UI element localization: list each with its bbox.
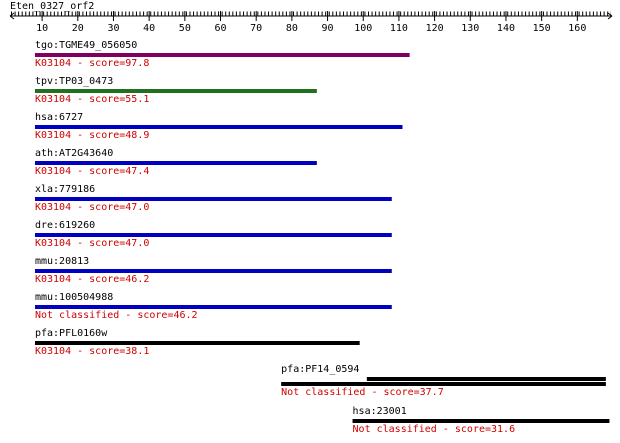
hit-score: K03104 - score=48.9 [35,130,149,141]
x-tick-label: 110 [390,23,408,34]
hit-score: Not classified - score=37.7 [281,387,444,398]
x-tick-label: 140 [497,23,515,34]
axis-arrows [9,12,613,20]
alignment-bar [34,53,410,57]
hit-name: tgo:TGME49_056050 [35,40,137,51]
alignment-bar [281,382,606,386]
alignment-bar [34,161,317,165]
x-tick-label: 130 [461,23,479,34]
hit-score: K03104 - score=46.2 [35,274,149,285]
x-tick-label: 60 [214,23,226,34]
x-tick-label: 70 [250,23,262,34]
alignment-bar [366,377,606,381]
alignment-bar [34,233,392,237]
alignment-bar [34,341,360,345]
hit-score: Not classified - score=46.2 [35,310,198,321]
hit-score: Not classified - score=31.6 [353,424,516,435]
x-tick-label: 90 [322,23,334,34]
hit-score: K03104 - score=47.0 [35,238,149,249]
alignment-bar [352,419,610,423]
hit-score: K03104 - score=55.1 [35,94,149,105]
hit-name: dre:619260 [35,220,95,231]
hit-name: mmu:20813 [35,256,89,267]
x-tick-label: 120 [426,23,444,34]
alignment-bar [34,125,403,129]
x-tick-label: 80 [286,23,298,34]
x-tick-label: 20 [72,23,84,34]
x-tick-label: 160 [568,23,586,34]
hit-name: ath:AT2G43640 [35,148,113,159]
x-tick-label: 10 [36,23,48,34]
hit-score: K03104 - score=97.8 [35,58,149,69]
x-tick-label: 50 [179,23,191,34]
hit-name: tpv:TP03_0473 [35,76,113,87]
x-tick-label: 150 [533,23,551,34]
x-tick-label: 30 [107,23,119,34]
alignment-bar [34,305,392,309]
alignment-bar [34,89,317,93]
chart-title: Eten_0327_orf2 [10,1,94,12]
hit-score: K03104 - score=47.4 [35,166,149,177]
hit-name: hsa:23001 [353,406,407,417]
x-tick-label: 100 [354,23,372,34]
hit-name: mmu:100504988 [35,292,113,303]
hit-score: K03104 - score=38.1 [35,346,149,357]
hit-name: pfa:PF14_0594 [281,364,359,375]
hit-name: hsa:6727 [35,112,83,123]
hit-name: xla:779186 [35,184,95,195]
alignment-bar [34,197,392,201]
x-tick-label: 40 [143,23,155,34]
hit-name: pfa:PFL0160w [35,328,108,339]
hit-score: K03104 - score=47.0 [35,202,149,213]
alignment-bar [34,269,392,273]
